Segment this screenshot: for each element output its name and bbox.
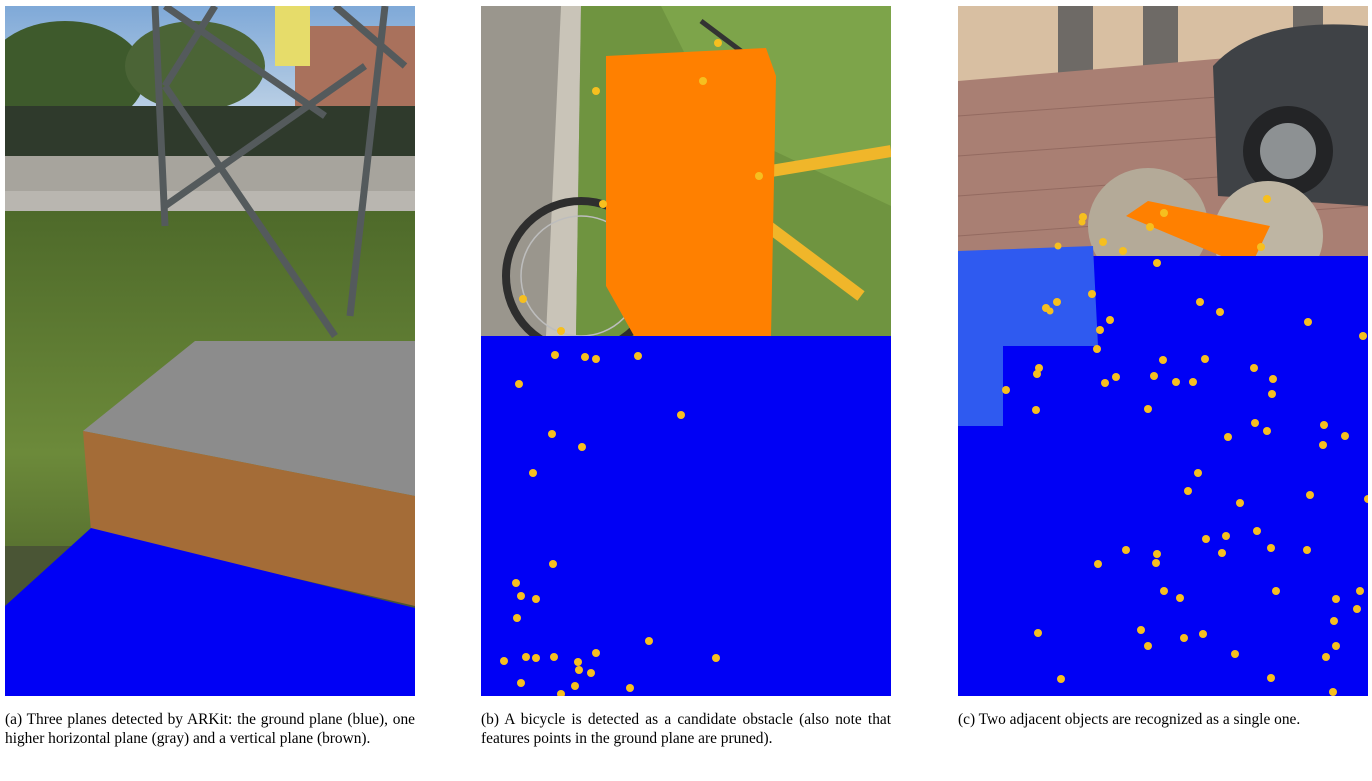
caption-a: (a) Three planes detected by ARKit: the … xyxy=(5,711,415,747)
panel-b-image xyxy=(481,6,891,696)
caption-c: (c) Two adjacent objects are recognized … xyxy=(958,711,1301,728)
merged-obstacle xyxy=(1126,201,1270,268)
bicycle-obstacle xyxy=(606,48,776,366)
feature-points xyxy=(1002,195,1368,696)
ground-plane xyxy=(481,336,891,696)
feature-points xyxy=(500,39,763,696)
panel-a-image xyxy=(5,6,415,696)
ground-plane xyxy=(5,528,415,696)
horizontal-plane xyxy=(83,341,415,496)
vertical-plane xyxy=(83,431,415,606)
panel-c-image xyxy=(958,6,1368,696)
ground-plane-light xyxy=(958,246,1098,426)
caption-b: (b) A bicycle is detected as a candidate… xyxy=(481,711,891,747)
